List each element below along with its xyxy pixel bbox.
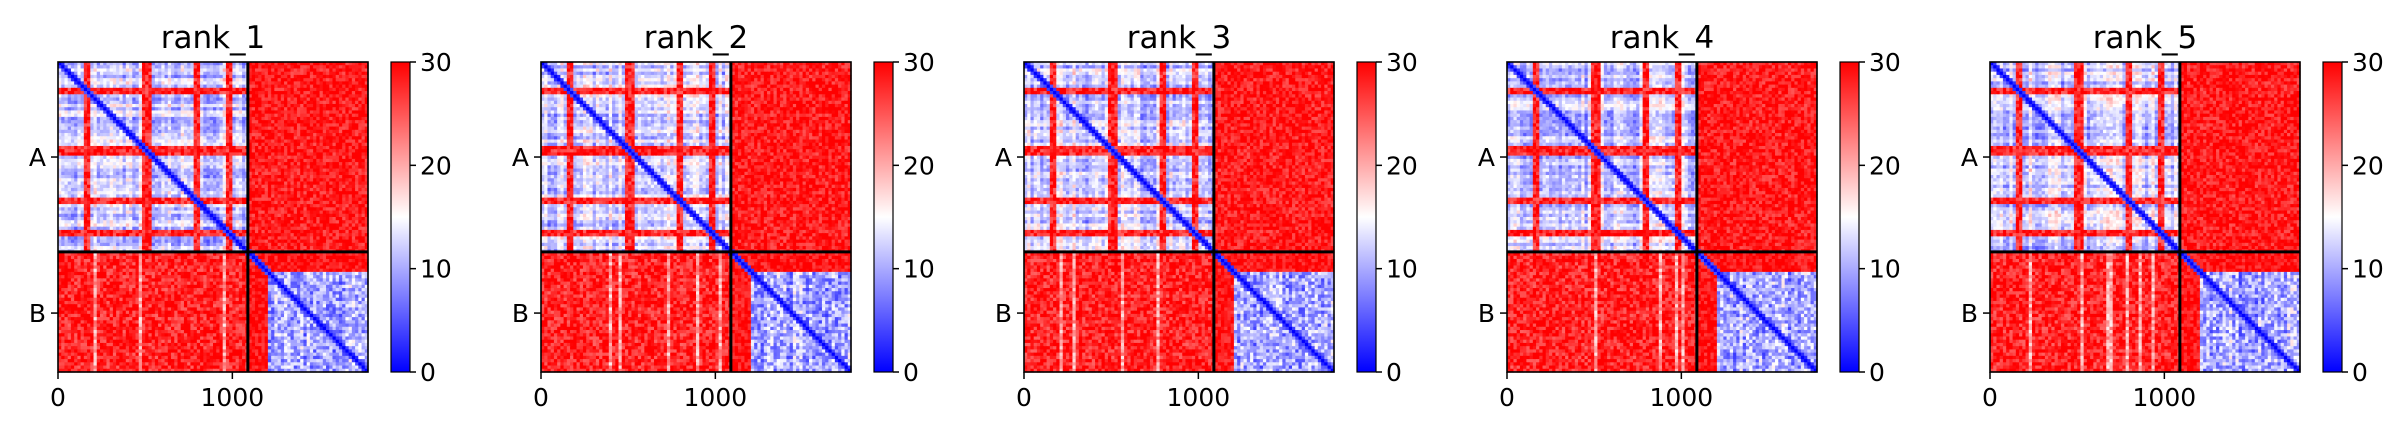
heatmap-cells (58, 62, 369, 373)
panel-title: rank_1 (161, 20, 266, 56)
